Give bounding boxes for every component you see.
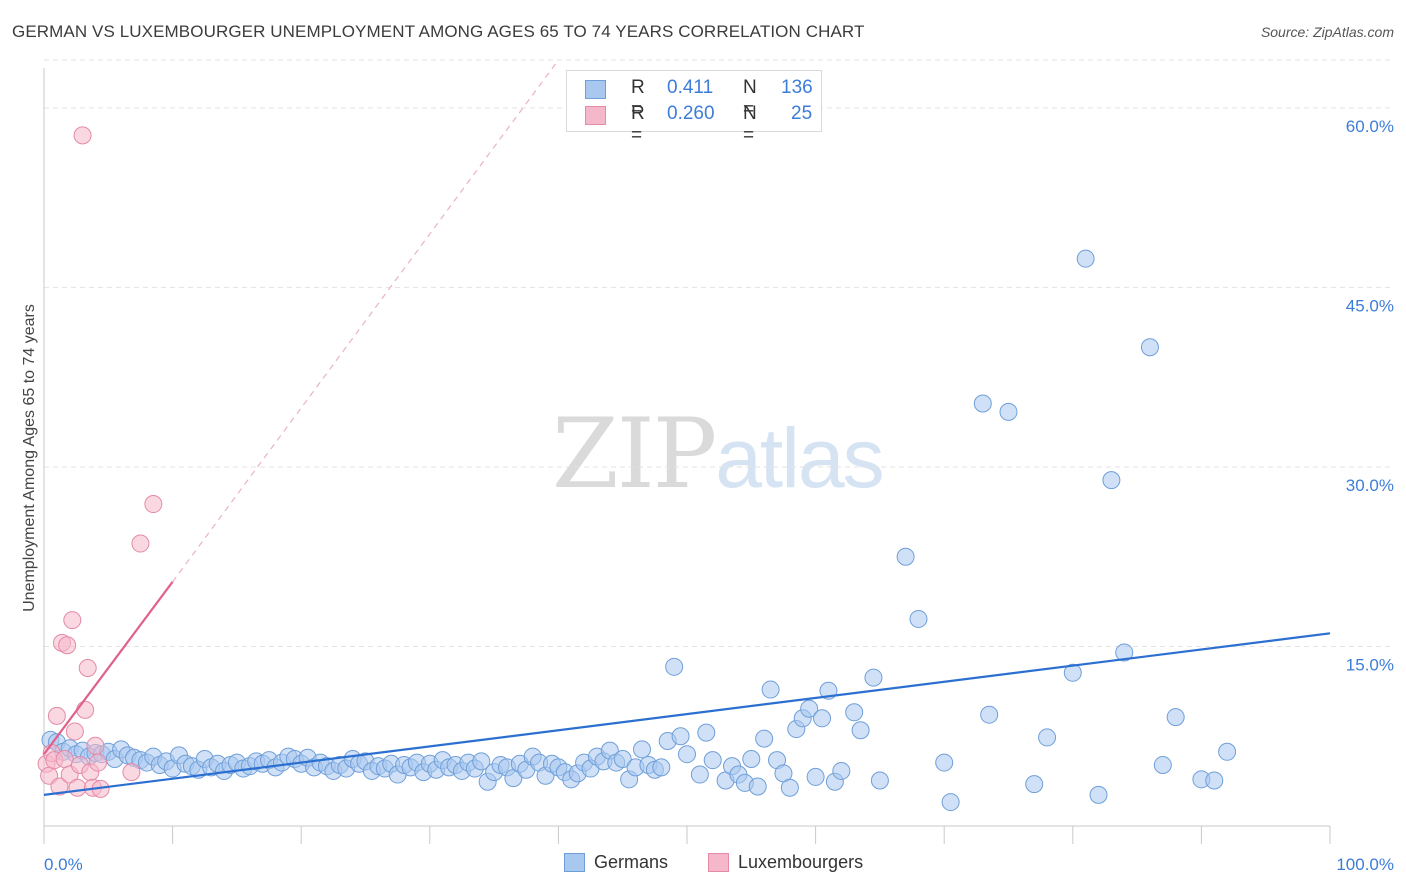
correlation-legend: R = 0.411 N = 136 R = 0.260 N = 25 — [566, 70, 822, 146]
luxembourgers-swatch — [585, 106, 606, 125]
germans-point — [1115, 643, 1134, 662]
legend-r-label: R = — [631, 103, 645, 146]
y-tick-label: 60.0% — [1346, 117, 1394, 136]
legend-n-label: N = — [743, 103, 757, 146]
luxembourgers-point — [50, 777, 69, 796]
chart-title: GERMAN VS LUXEMBOURGER UNEMPLOYMENT AMON… — [12, 22, 865, 41]
germans-point — [697, 723, 716, 742]
germans-point — [999, 402, 1018, 421]
germans-point — [1140, 338, 1159, 357]
germans-legend-label: Germans — [594, 852, 669, 872]
germans-legend-swatch — [564, 853, 585, 872]
germans-point — [1205, 771, 1224, 790]
luxembourgers-point — [63, 611, 82, 630]
legend-r-label: R = — [631, 77, 645, 120]
germans-point — [980, 705, 999, 724]
germans-point — [1218, 742, 1237, 761]
legend-n-value: 136 — [781, 77, 813, 98]
source-credit: Source: ZipAtlas.com — [1260, 24, 1394, 40]
luxembourgers-point — [68, 778, 87, 797]
germans-point — [632, 740, 651, 759]
grid-lines — [44, 59, 1394, 647]
luxembourgers-trend-extension — [172, 59, 559, 583]
germans-point — [472, 752, 491, 771]
germans-trend-line — [43, 632, 1331, 796]
germans-point — [1025, 775, 1044, 794]
watermark-zip: ZIP — [552, 398, 717, 510]
germans-point — [941, 793, 960, 812]
germans-point — [703, 751, 722, 770]
germans-swatch — [585, 80, 606, 99]
luxembourgers-legend-label: Luxembourgers — [738, 852, 864, 872]
axes — [43, 68, 1331, 844]
germans-point — [896, 547, 915, 566]
germans-point — [690, 765, 709, 784]
luxembourgers-point — [122, 763, 141, 782]
legend-r-value: 0.411 — [667, 77, 714, 98]
y-tick-label: 45.0% — [1346, 296, 1394, 315]
germans-point — [870, 771, 889, 790]
germans-point — [678, 745, 696, 764]
luxembourgers-trend-dashed — [172, 59, 559, 583]
luxembourgers-point — [144, 495, 163, 514]
germans-point — [761, 680, 780, 699]
germans-point — [748, 777, 767, 796]
luxembourgers-point — [76, 700, 95, 719]
germans-point — [671, 727, 690, 746]
legend-r-value: 0.260 — [667, 103, 715, 124]
germans-point — [665, 657, 684, 676]
germans-point — [1063, 663, 1082, 682]
x-tick-label-max: 100.0% — [1336, 855, 1394, 874]
y-tick-label: 15.0% — [1346, 655, 1394, 674]
germans-point — [613, 749, 632, 768]
luxembourgers-points — [37, 126, 163, 798]
x-tick-label-min: 0.0% — [44, 855, 83, 874]
luxembourgers-point — [131, 534, 150, 553]
germans-point — [1076, 249, 1095, 268]
germans-point — [806, 767, 825, 786]
luxembourgers-legend-swatch — [708, 853, 729, 872]
germans-point — [864, 668, 883, 687]
germans-point — [813, 709, 832, 728]
germans-point — [973, 394, 992, 413]
germans-point — [755, 729, 774, 748]
watermark-atlas: atlas — [715, 411, 884, 505]
luxembourgers-point — [65, 722, 84, 741]
luxembourgers-point — [55, 749, 74, 768]
watermark: ZIPatlas — [552, 398, 885, 510]
luxembourgers-point — [86, 736, 105, 755]
germans-point — [851, 721, 870, 740]
germans-point — [1153, 755, 1172, 774]
luxembourgers-point — [78, 659, 97, 678]
germans-point — [935, 753, 954, 772]
luxembourgers-trend-line — [43, 581, 174, 755]
germans-point — [1102, 471, 1121, 490]
germans-point — [800, 699, 819, 718]
legend-n-label: N = — [743, 77, 757, 120]
germans-point — [780, 778, 799, 797]
legend-n-value: 25 — [791, 103, 813, 124]
germans-points — [41, 249, 1237, 812]
y-tick-label: 30.0% — [1346, 476, 1394, 495]
luxembourgers-point — [89, 753, 108, 772]
luxembourgers-point — [58, 636, 77, 655]
germans-point — [742, 749, 761, 768]
germans-point — [832, 761, 851, 780]
germans-point — [1166, 708, 1185, 727]
germans-point — [909, 609, 928, 628]
luxembourgers-point — [47, 706, 66, 725]
germans-point — [1089, 785, 1108, 804]
germans-point — [1038, 728, 1057, 747]
germans-point — [652, 758, 671, 777]
germans-point — [845, 703, 864, 722]
tick-labels: 15.0% 30.0% 45.0% 60.0% 0.0% 100.0% — [44, 117, 1394, 874]
luxembourgers-point — [73, 126, 92, 145]
trend-lines — [43, 581, 1331, 796]
